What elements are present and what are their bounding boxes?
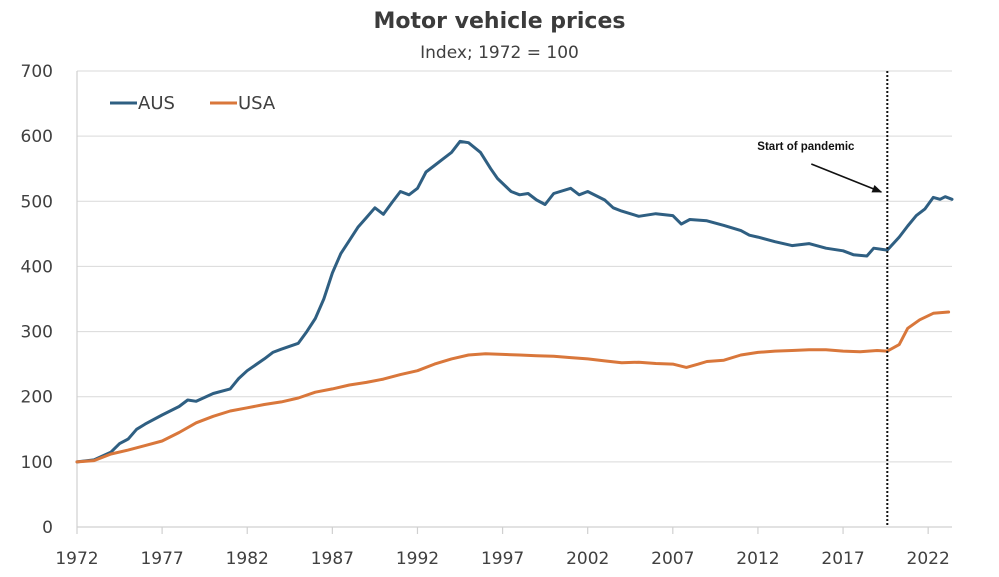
gridlines (77, 70, 952, 463)
pandemic-annotation: Start of pandemic (757, 71, 889, 527)
x-tick-label: 2007 (651, 549, 694, 569)
series-line-usa (75, 310, 951, 464)
y-tick-label: 600 (21, 127, 53, 147)
y-tick-label: 700 (21, 62, 53, 82)
chart-subtitle: Index; 1972 = 100 (420, 43, 579, 63)
legend-label-aus: AUS (138, 93, 175, 114)
axes (76, 71, 952, 528)
x-tick-label: 1972 (55, 549, 98, 569)
legend-label-usa: USA (238, 93, 276, 114)
x-tick-label: 1987 (311, 549, 354, 569)
y-tick-label: 200 (21, 388, 53, 408)
pandemic-arrow-icon (811, 163, 883, 193)
x-tick-label: 1992 (396, 549, 439, 569)
x-tick-label: 2002 (566, 549, 609, 569)
y-axis-ticks: 0 100 200 300 400 500 600 700 (21, 62, 53, 538)
y-tick-label: 300 (21, 323, 53, 343)
series-lines (75, 139, 954, 464)
x-tick-label: 2012 (736, 549, 779, 569)
y-tick-label: 500 (21, 192, 53, 212)
y-tick-label: 100 (21, 453, 53, 473)
legend: AUS USA (110, 93, 276, 114)
x-tick-label: 1982 (226, 549, 269, 569)
x-axis-ticks: 1972 1977 1982 1987 1992 1997 2002 2007 2012 2017… (55, 527, 950, 569)
pandemic-label: Start of pandemic (757, 141, 855, 153)
x-tick-label: 1997 (481, 549, 524, 569)
y-tick-label: 0 (42, 518, 53, 538)
x-tick-label: 1977 (140, 549, 183, 569)
x-tick-label: 2017 (821, 549, 864, 569)
y-tick-label: 400 (21, 257, 53, 277)
chart-title: Motor vehicle prices (373, 9, 626, 34)
series-line-aus (75, 139, 954, 464)
x-tick-label: 2022 (907, 549, 950, 569)
